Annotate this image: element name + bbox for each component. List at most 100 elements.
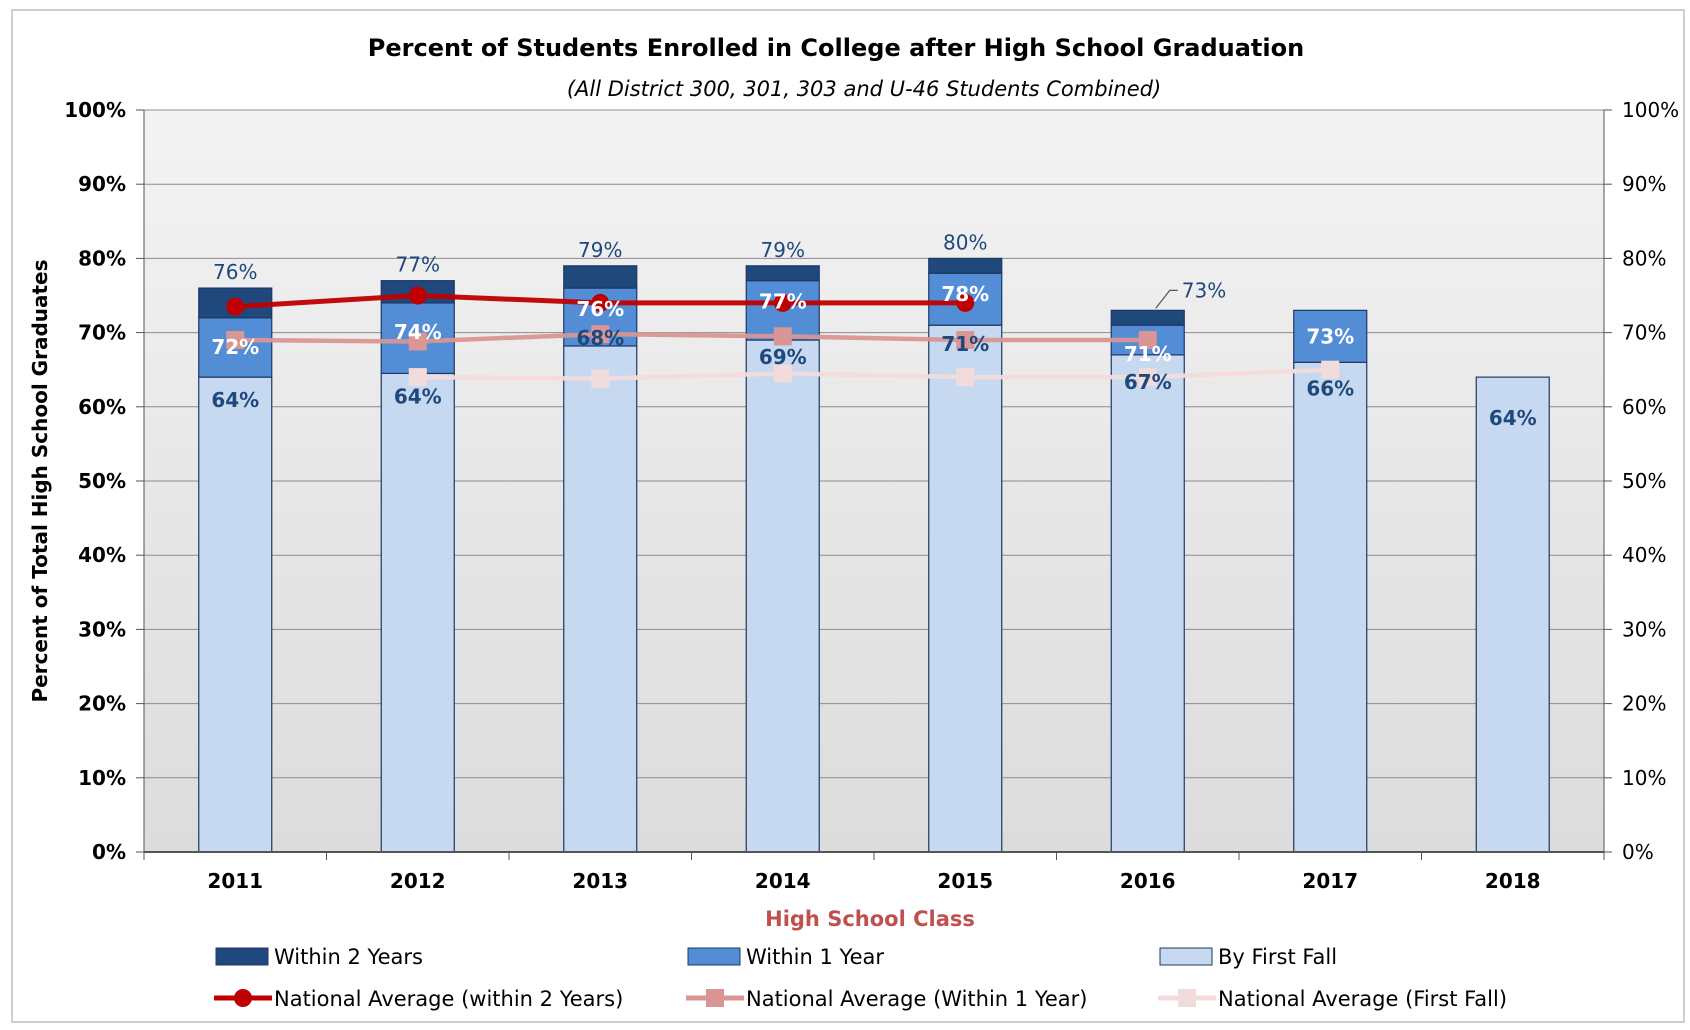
bar-segment <box>198 376 273 853</box>
line-marker <box>1138 368 1157 387</box>
x-tick-label: 2015 <box>937 869 993 893</box>
data-label-first-fall: 66% <box>1306 376 1354 400</box>
line-marker <box>956 331 975 350</box>
line-series <box>235 331 1148 344</box>
data-label-first-fall: 71% <box>941 332 989 356</box>
line-marker <box>226 297 245 316</box>
x-tick-label: 2018 <box>1485 869 1541 893</box>
bar-segment <box>928 257 1003 274</box>
legend-label: National Average (Within 1 Year) <box>746 987 1087 1011</box>
y-tick-label-right: 30% <box>1622 617 1666 641</box>
legend-label: National Average (within 2 Years) <box>274 987 623 1011</box>
line-marker <box>773 327 792 346</box>
bar-segment <box>563 345 638 853</box>
data-label-within-2-years: 76% <box>213 260 257 284</box>
x-axis-title: High School Class <box>765 907 975 931</box>
data-label-within-1-year: 73% <box>1306 324 1354 348</box>
legend-swatch <box>215 947 269 966</box>
data-labels: 64% 64% 68% 69% 71% 67% 66% 64% 72% 74% 76% 77% 78% 7… <box>211 230 1536 430</box>
legend-label: Within 1 Year <box>746 945 884 969</box>
y-axis-right: 0% 10% 20% 30% 40% 50% 60% 70% 80% 90% 100% <box>1603 98 1679 864</box>
bar-segment <box>928 324 1003 853</box>
line-marker <box>1321 360 1340 379</box>
x-tick-label: 2014 <box>755 869 811 893</box>
x-tick-label: 2013 <box>572 869 628 893</box>
y-axis-left: 0% 10% 20% 30% 40% 50% 60% 70% 80% 90% 100% <box>64 98 145 864</box>
y-tick-label-left: 70% <box>78 321 126 345</box>
data-label-within-1-year: 72% <box>211 335 259 359</box>
bar-segment <box>380 372 455 853</box>
data-label-leader-line <box>1155 289 1178 309</box>
x-tick-label: 2011 <box>207 869 263 893</box>
y-tick-label-left: 100% <box>64 98 126 122</box>
data-label-within-2-years: 79% <box>578 238 622 262</box>
line-marker <box>591 293 610 312</box>
bar-segment <box>745 339 820 853</box>
legend: Within 2 Years Within 1 Year By First Fall… <box>214 945 1507 1011</box>
line-marker <box>956 368 975 387</box>
bars <box>198 257 1550 853</box>
data-label-first-fall: 64% <box>394 384 442 408</box>
y-tick-label-right: 50% <box>1622 469 1666 493</box>
line-marker <box>591 325 610 344</box>
line-marker <box>408 332 427 351</box>
x-tick-label: 2016 <box>1120 869 1176 893</box>
data-label-first-fall: 64% <box>1489 406 1537 430</box>
legend-marker <box>706 989 724 1007</box>
legend-swatch <box>1159 947 1213 966</box>
line-marker <box>773 293 792 312</box>
data-label-within-1-year: 77% <box>759 290 807 314</box>
bar-segment <box>563 265 638 289</box>
data-label-first-fall: 69% <box>759 345 807 369</box>
legend-label: Within 2 Years <box>274 945 423 969</box>
legend-label: By First Fall <box>1218 945 1337 969</box>
y-tick-label-left: 90% <box>78 172 126 196</box>
data-label-within-1-year: 71% <box>1124 342 1172 366</box>
chart-title: Percent of Students Enrolled in College … <box>368 34 1304 62</box>
line-marker <box>408 286 427 305</box>
y-tick-label-right: 100% <box>1622 98 1679 122</box>
line-marker <box>1138 331 1157 350</box>
y-tick-label-right: 90% <box>1622 172 1666 196</box>
y-tick-label-right: 80% <box>1622 246 1666 270</box>
y-tick-label-right: 20% <box>1622 692 1666 716</box>
legend-marker <box>234 989 252 1007</box>
data-label-within-1-year: 76% <box>576 297 624 321</box>
data-label-within-1-year: 78% <box>941 282 989 306</box>
bar-segment <box>1110 309 1185 326</box>
y-tick-label-left: 80% <box>78 246 126 270</box>
y-tick-label-left: 20% <box>78 692 126 716</box>
bar-segment <box>1293 361 1368 853</box>
bar-segment <box>1475 376 1550 853</box>
x-tick-label: 2012 <box>390 869 446 893</box>
y-tick-label-right: 10% <box>1622 766 1666 790</box>
y-axis-title: Percent of Total High School Graduates <box>28 259 52 702</box>
line-marker <box>773 364 792 383</box>
data-label-within-2-years: 79% <box>761 238 805 262</box>
y-tick-label-right: 70% <box>1622 321 1666 345</box>
data-label-first-fall: 67% <box>1124 370 1172 394</box>
legend-marker <box>1178 989 1196 1007</box>
y-tick-label-left: 60% <box>78 395 126 419</box>
data-label-within-1-year: 74% <box>394 320 442 344</box>
legend-swatch <box>687 947 741 966</box>
y-tick-label-left: 0% <box>92 840 126 864</box>
national-average-lines <box>226 286 1340 388</box>
y-tick-label-left: 30% <box>78 617 126 641</box>
legend-label: National Average (First Fall) <box>1218 987 1507 1011</box>
line-series <box>417 367 1331 381</box>
data-label-first-fall: 68% <box>576 326 624 350</box>
bar-segment <box>745 265 820 282</box>
line-marker <box>408 368 427 387</box>
line-marker <box>591 369 610 388</box>
data-label-within-2-years: 73% <box>1182 278 1226 302</box>
bar-segment <box>928 272 1003 326</box>
y-tick-label-left: 40% <box>78 543 126 567</box>
data-label-within-2-years: 77% <box>396 253 440 277</box>
y-tick-label-right: 40% <box>1622 543 1666 567</box>
y-tick-label-left: 50% <box>78 469 126 493</box>
line-marker <box>226 331 245 350</box>
bar-segment <box>1293 309 1368 363</box>
chart-subtitle: (All District 300, 301, 303 and U-46 Stu… <box>567 77 1161 101</box>
